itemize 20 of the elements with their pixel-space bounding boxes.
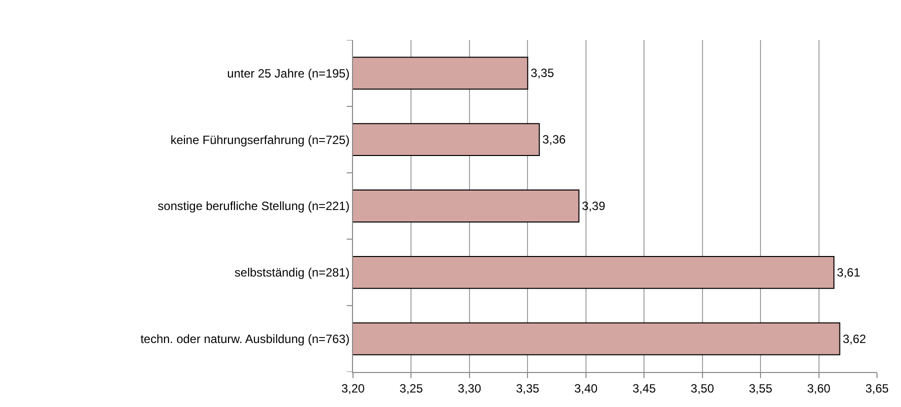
- x-tick-label: 3,50: [690, 381, 714, 396]
- data-label: 3,39: [582, 199, 606, 213]
- y-tick-label: keine Führungserfahrung (n=725): [170, 132, 350, 147]
- data-label: 3,61: [836, 265, 861, 280]
- x-tick-label: 3,65: [865, 381, 889, 396]
- x-tick-label: 3,35: [516, 381, 540, 396]
- x-tick-label: 3,30: [458, 381, 482, 396]
- data-label: 3,36: [542, 132, 566, 147]
- x-tick-label: 3,40: [574, 381, 598, 396]
- x-tick-label: 3,20: [341, 381, 365, 396]
- x-tick-label: 3,45: [632, 381, 656, 396]
- x-tick-label: 3,25: [400, 381, 424, 396]
- y-tick-label: unter 25 Jahre (n=195): [227, 66, 350, 80]
- x-tick-label: 3,60: [807, 381, 831, 396]
- x-tick-label: 3,55: [748, 381, 773, 396]
- y-tick-label: sonstige berufliche Stellung (n=221): [158, 199, 350, 214]
- y-tick-label: techn. oder naturw. Ausbildung (n=763): [140, 332, 350, 346]
- y-tick-label: selbstständig (n=281): [234, 266, 350, 280]
- data-label: 3,35: [530, 66, 554, 80]
- data-label: 3,62: [842, 332, 866, 346]
